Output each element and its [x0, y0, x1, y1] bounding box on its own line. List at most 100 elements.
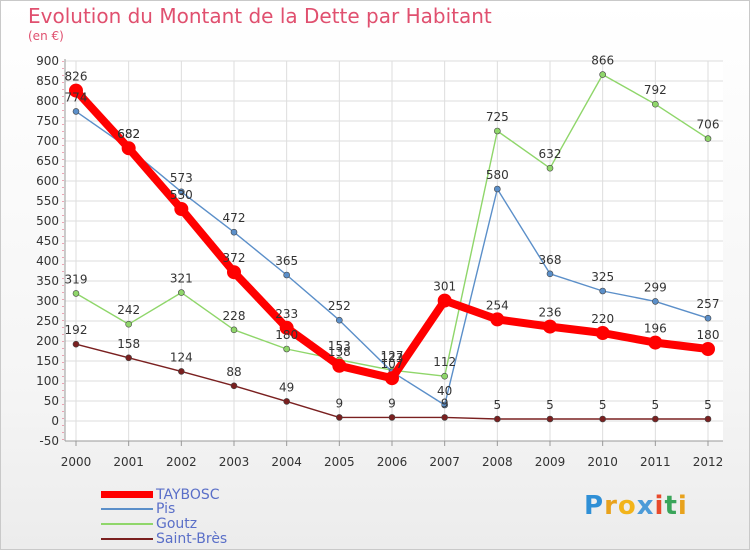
chart-title: Evolution du Montant de la Dette par Hab… — [28, 4, 492, 28]
data-label: 192 — [65, 323, 88, 337]
y-tick-label: 0 — [51, 414, 59, 428]
data-label: 580 — [486, 168, 509, 182]
data-label: 40 — [437, 384, 452, 398]
y-tick-label: 850 — [36, 74, 59, 88]
data-label: 325 — [591, 270, 614, 284]
data-label: 180 — [697, 328, 720, 342]
x-tick-label: 2009 — [535, 455, 566, 469]
legend-swatch-taybosc — [101, 491, 153, 498]
data-label: 632 — [539, 147, 562, 161]
data-label: 530 — [170, 188, 193, 202]
data-label: 196 — [644, 322, 667, 336]
data-point — [652, 415, 659, 423]
data-point — [388, 414, 396, 421]
y-tick-label: 550 — [36, 194, 59, 208]
data-point — [704, 415, 712, 423]
data-point — [336, 316, 343, 324]
data-label: 5 — [704, 398, 712, 412]
data-point — [648, 335, 663, 350]
legend-swatch-goutz — [101, 523, 153, 525]
data-point — [178, 188, 185, 196]
data-point — [332, 358, 347, 373]
data-point — [283, 271, 290, 279]
y-tick-label: 900 — [36, 54, 59, 68]
data-label: 472 — [223, 211, 246, 225]
data-point — [230, 228, 238, 236]
data-label: 5 — [494, 398, 502, 412]
x-tick-label: 2006 — [377, 455, 408, 469]
x-tick-label: 2008 — [482, 455, 513, 469]
data-label: 5 — [599, 398, 607, 412]
data-label: 372 — [223, 251, 246, 265]
data-label: 138 — [328, 345, 351, 359]
data-label: 252 — [328, 299, 351, 313]
data-point — [704, 314, 712, 322]
data-label: 107 — [381, 357, 404, 371]
data-point — [230, 326, 238, 334]
data-point — [652, 298, 659, 305]
data-label: 242 — [117, 303, 140, 317]
data-label: 792 — [644, 83, 667, 97]
data-point — [599, 71, 606, 78]
data-point — [546, 270, 554, 278]
y-tick-label: 450 — [36, 234, 59, 248]
data-label: 180 — [275, 328, 298, 342]
y-tick-label: 400 — [36, 254, 59, 268]
y-tick-label: 500 — [36, 214, 59, 228]
logo-letter: t — [664, 491, 678, 521]
data-point — [283, 345, 290, 353]
data-label: 9 — [441, 396, 449, 410]
data-point — [283, 398, 290, 405]
data-label: 706 — [697, 118, 720, 132]
data-point — [494, 185, 501, 193]
y-tick-label: 750 — [36, 114, 59, 128]
x-tick-label: 2004 — [271, 455, 302, 469]
data-label: 5 — [652, 398, 660, 412]
data-label: 112 — [433, 355, 456, 369]
data-point — [69, 83, 83, 98]
data-label: 88 — [226, 365, 241, 379]
legend-swatch-saint-bres — [101, 538, 153, 540]
data-point — [178, 368, 185, 375]
y-tick-label: 600 — [36, 174, 59, 188]
data-point — [599, 287, 606, 295]
data-label: 725 — [486, 110, 509, 124]
data-label: 321 — [170, 272, 193, 286]
proxiti-logo: Proxiti — [584, 491, 688, 521]
data-label: 257 — [697, 297, 720, 311]
data-label: 220 — [591, 312, 614, 326]
x-tick-label: 2000 — [61, 455, 92, 469]
data-point — [385, 371, 399, 386]
data-label: 254 — [486, 298, 509, 312]
y-tick-label: 700 — [36, 134, 59, 148]
logo-letter: i — [654, 491, 665, 521]
data-point — [72, 290, 80, 297]
data-label: 124 — [170, 350, 193, 364]
data-label: 682 — [117, 127, 140, 141]
x-tick-label: 2011 — [640, 455, 671, 469]
y-tick-label: 150 — [36, 354, 59, 368]
data-label: 158 — [117, 337, 140, 351]
data-label: 866 — [591, 54, 614, 68]
data-point — [441, 372, 448, 380]
data-point — [599, 415, 606, 423]
logo-letter: x — [636, 491, 655, 521]
data-label: 682 — [117, 127, 140, 141]
data-point — [494, 127, 501, 135]
data-point — [72, 340, 80, 348]
y-tick-label: 300 — [36, 294, 59, 308]
data-label: 319 — [65, 272, 88, 286]
data-label: 233 — [275, 307, 298, 321]
legend-swatch-pis — [101, 508, 153, 510]
y-tick-label: 350 — [36, 274, 59, 288]
data-point — [701, 342, 715, 356]
data-point — [125, 354, 132, 362]
legend-label-goutz: Goutz — [156, 516, 198, 532]
data-label: 365 — [275, 254, 298, 268]
data-label: 236 — [539, 306, 562, 320]
data-point — [227, 265, 241, 280]
data-label: 9 — [388, 396, 396, 410]
y-tick-label: 650 — [36, 154, 59, 168]
data-label: 299 — [644, 280, 667, 294]
logo-letter: i — [677, 491, 688, 521]
